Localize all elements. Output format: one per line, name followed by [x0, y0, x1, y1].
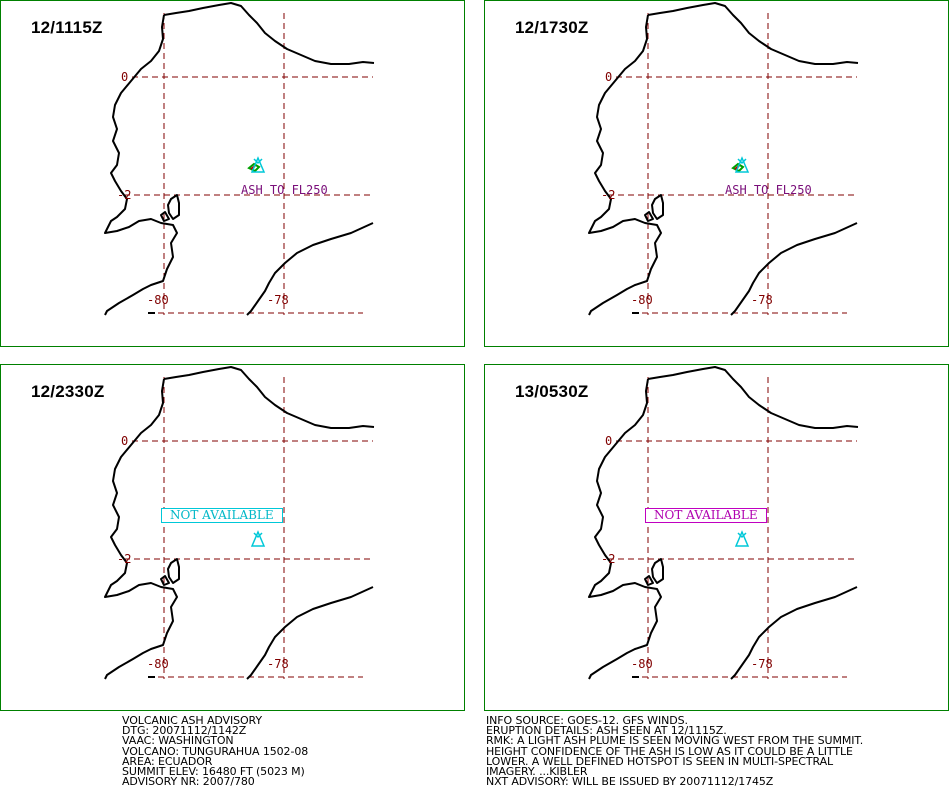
panel-valid-time: 12/1730Z — [515, 18, 589, 37]
lat-label-minus2: -2 — [117, 188, 131, 202]
coastline — [588, 2, 859, 316]
not-available-badge: NOT AVAILABLE — [645, 508, 767, 523]
coastline — [104, 366, 375, 680]
lon-label-minus78: -78 — [751, 657, 773, 671]
advisory-line: INFO SOURCE: GOES-12. GFS WINDS. — [486, 714, 688, 727]
advisory-line: RMK: A LIGHT ASH PLUME IS SEEN MOVING WE… — [486, 734, 864, 748]
advisory-line: ADVISORY NR: 2007/780 — [122, 775, 255, 789]
lat-label-0: 0 — [121, 70, 128, 84]
grid-labels: 0 -2 -80 -78 — [117, 70, 289, 307]
forecast-panel-1: 0 -2 -80 -78 ASH TO FL250 12/1115Z — [0, 0, 465, 347]
not-available-badge: NOT AVAILABLE — [161, 508, 283, 523]
advisory-line: VAAC: WASHINGTON — [122, 734, 234, 748]
panel-valid-time: 12/1115Z — [31, 18, 103, 37]
panel-valid-time: 12/2330Z — [31, 382, 105, 401]
forecast-panel-4: 0 -2 -80 -78 13/0530Z NOT AVAILABLE — [484, 364, 949, 711]
advisory-line: VOLCANO: TUNGURAHUA 1502-08 — [122, 744, 309, 758]
grid-labels: 0 -2 -80 -78 — [117, 434, 289, 671]
lat-lon-grid — [608, 377, 857, 679]
ash-height-label: ASH TO FL250 — [241, 183, 328, 197]
lon-label-minus78: -78 — [751, 293, 773, 307]
advisory-line: SUMMIT ELEV: 16480 FT (5023 M) — [122, 764, 305, 778]
lat-label-0: 0 — [605, 434, 612, 448]
advisory-line: LOWER. A WELL DEFINED HOTSPOT IS SEEN IN… — [486, 754, 834, 768]
advisory-line: HEIGHT CONFIDENCE OF THE ASH IS LOW AS I… — [486, 744, 853, 758]
volcano-triangle-icon — [734, 156, 750, 173]
lat-lon-grid — [124, 377, 373, 679]
lon-label-minus80: -80 — [631, 657, 653, 671]
forecast-panel-3: 0 -2 -80 -78 12/2330Z NOT AVAILABLE — [0, 364, 465, 711]
advisory-line: ERUPTION DETAILS: ASH SEEN AT 12/1115Z. — [486, 724, 727, 738]
lat-lon-grid — [124, 13, 373, 315]
lat-label-minus2: -2 — [117, 552, 131, 566]
advisory-line: VOLCANIC ASH ADVISORY — [122, 714, 263, 727]
map-canvas: 0 -2 -80 -78 — [104, 366, 375, 680]
advisory-line: IMAGERY. ...KIBLER — [486, 764, 588, 778]
advisory-left-text: VOLCANIC ASH ADVISORY DTG: 20071112/1142Z… — [122, 714, 309, 789]
volcano-triangle-icon — [250, 156, 266, 173]
grid-labels: 0 -2 -80 -78 — [601, 70, 773, 307]
coastline — [588, 366, 859, 680]
lon-label-minus80: -80 — [147, 657, 169, 671]
forecast-panel-2: 0 -2 -80 -78 ASH TO FL250 12/1730Z — [484, 0, 949, 347]
lon-label-minus80: -80 — [147, 293, 169, 307]
panel-valid-time: 13/0530Z — [515, 382, 589, 401]
lat-label-minus2: -2 — [601, 552, 615, 566]
ash-height-label: ASH TO FL250 — [725, 183, 812, 197]
advisory-right-text: INFO SOURCE: GOES-12. GFS WINDS. ERUPTION… — [486, 714, 864, 789]
lat-lon-grid — [608, 13, 857, 315]
advisory-line: NXT ADVISORY: WILL BE ISSUED BY 20071112… — [486, 775, 774, 789]
lon-label-minus78: -78 — [267, 657, 289, 671]
volcano-triangle-icon — [250, 530, 266, 547]
lat-label-minus2: -2 — [601, 188, 615, 202]
coastline — [104, 2, 375, 316]
lat-label-0: 0 — [121, 434, 128, 448]
lat-label-0: 0 — [605, 70, 612, 84]
lon-label-minus78: -78 — [267, 293, 289, 307]
lon-label-minus80: -80 — [631, 293, 653, 307]
volcano-triangle-icon — [734, 530, 750, 547]
map-canvas: 0 -2 -80 -78 ASH TO FL250 — [104, 2, 375, 316]
map-canvas: 0 -2 -80 -78 ASH TO FL250 — [588, 2, 859, 316]
advisory-line: AREA: ECUADOR — [122, 754, 213, 768]
grid-labels: 0 -2 -80 -78 — [601, 434, 773, 671]
map-canvas: 0 -2 -80 -78 — [588, 366, 859, 680]
advisory-line: DTG: 20071112/1142Z — [122, 724, 247, 738]
